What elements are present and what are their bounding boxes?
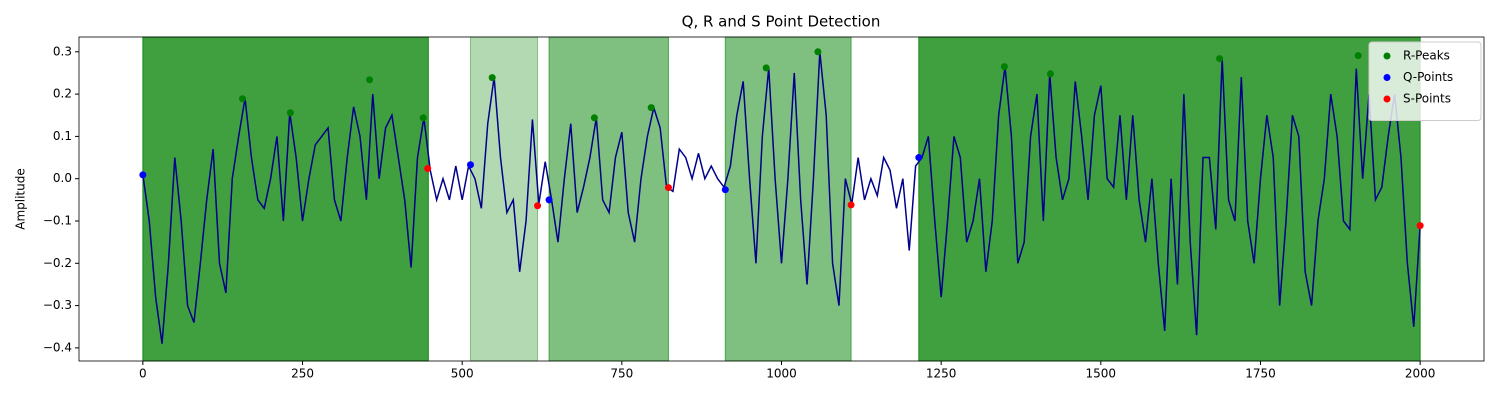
legend-marker [1383,74,1391,81]
point-marker [1000,63,1008,71]
point-marker [419,114,427,122]
x-tick-label: 250 [291,367,314,381]
point-marker [488,74,496,82]
x-tick-label: 500 [451,367,474,381]
point-marker [424,165,432,173]
legend-marker [1383,52,1391,60]
y-tick-label: −0.3 [43,298,72,312]
signal-line [142,51,1421,344]
y-tick-label: −0.4 [43,340,72,354]
point-marker [139,171,147,179]
x-tick-label: 750 [610,367,633,381]
legend-label: Q-Points [1403,70,1453,84]
x-tick-label: 0 [139,367,147,381]
point-marker [590,114,598,122]
legend-label: S-Points [1403,92,1451,106]
point-marker [915,154,923,162]
point-marker [366,76,374,84]
x-tick-label: 1000 [766,367,797,381]
y-tick-label: 0.0 [53,171,72,185]
highlight-region [142,36,429,362]
point-marker [466,161,474,169]
point-marker [1216,55,1224,63]
point-marker [721,186,729,194]
highlight-region [548,36,669,362]
point-marker [1046,70,1054,78]
x-tick-label: 1750 [1245,367,1276,381]
x-tick-label: 1250 [926,367,957,381]
point-marker [647,104,655,112]
point-marker [545,196,553,204]
point-marker [534,202,542,210]
point-marker [1354,52,1362,60]
point-marker [664,184,672,192]
x-tick-label: 1500 [1086,367,1117,381]
legend: R-Peaks Q-Points S-Points [1368,41,1482,121]
point-marker [847,201,855,209]
y-axis-label: Amplitude [14,168,28,230]
point-marker [238,95,246,103]
y-tick-label: 0.2 [53,87,72,101]
x-tick-label: 2000 [1405,367,1436,381]
y-tick-label: −0.2 [43,256,72,270]
y-tick-label: −0.1 [43,213,72,227]
y-tick-label: 0.3 [53,44,72,58]
legend-marker [1383,95,1391,103]
y-tick-label: 0.1 [53,129,72,143]
point-marker [286,109,294,117]
point-marker [1416,222,1424,230]
chart-title: Q, R and S Point Detection [682,13,881,31]
point-marker [762,64,770,72]
legend-box [1368,41,1482,121]
point-marker [814,48,822,56]
legend-label: R-Peaks [1403,49,1450,63]
